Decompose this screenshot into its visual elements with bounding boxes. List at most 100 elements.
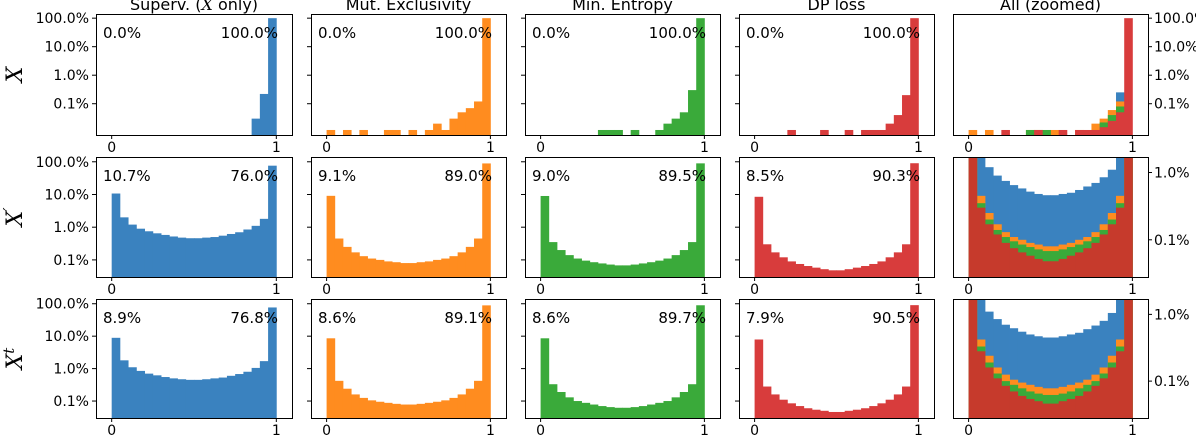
hist-r1-c1-bin-3 <box>351 252 360 277</box>
hist-r2-c0-bin-2 <box>128 367 137 418</box>
hist-r2-c2-bin-16 <box>671 397 681 418</box>
column-title-0: Superv. (X only) <box>130 0 258 14</box>
hist-r1-c3-bin-4 <box>787 261 796 277</box>
xtick-label-r0-c4-1: 1 <box>1128 140 1137 156</box>
xtick-label-r1-c0-0: 0 <box>107 282 116 298</box>
zoom-r2-blue-bin-14 <box>1083 329 1092 418</box>
hist-r2-c1-bin-4 <box>359 397 368 418</box>
zoom-r1-red-bin-11 <box>1058 258 1068 277</box>
hist-r1-c0-bin-17 <box>251 225 261 277</box>
zoom-r2-red-bin-15 <box>1091 385 1101 418</box>
hist-r1-c1-bin-14 <box>441 258 450 277</box>
hist-r2-c0-bin-6 <box>161 377 170 418</box>
hist-r1-c0-bin-13 <box>218 235 228 277</box>
hist-r1-c0-bin-11 <box>202 237 211 277</box>
xtick-label-r1-c4-1: 1 <box>1128 282 1137 298</box>
hist-r1-c3-bin-18 <box>902 244 911 277</box>
hist-r0-c3-bin-14 <box>869 129 878 135</box>
zoom-r0-red-bin-11 <box>1058 129 1068 135</box>
ytick-label-r1-2: 1.0% <box>53 220 89 236</box>
annotation-left-r1-c0: 10.7% <box>103 167 151 185</box>
xtick-label-r1-c4-0: 0 <box>964 282 973 298</box>
hist-r2-c0-bin-8 <box>177 379 187 418</box>
hist-r0-c2-bin-7 <box>597 129 607 135</box>
axes-frame-r2-c3 <box>739 299 935 419</box>
hist-r1-c2-bin-0 <box>540 195 550 277</box>
hist-r2-c3-bin-7 <box>811 409 821 418</box>
zoom-r1-red-bin-3 <box>993 234 1002 277</box>
hist-r1-c1-bin-13 <box>433 259 442 277</box>
zoom-r1-blue-bin-10 <box>1050 195 1060 277</box>
hist-r2-c3-bin-6 <box>803 408 813 418</box>
hist-r0-c2-bin-16 <box>671 118 681 135</box>
hist-r0-c3-bin-11 <box>844 129 854 135</box>
annotation-left-r2-c0: 8.9% <box>103 309 141 327</box>
zoom-ytick-label-r0-3: 0.1% <box>1154 97 1190 113</box>
zoom-r2-red-bin-2 <box>984 367 994 418</box>
annotation-left-r2-c3: 7.9% <box>746 309 784 327</box>
zoom-r1-red-bin-4 <box>1001 242 1010 277</box>
hist-r1-c3-bin-17 <box>893 252 903 277</box>
hist-r2-c1-bin-7 <box>383 402 393 418</box>
hist-r1-c2-bin-1 <box>548 242 558 277</box>
hist-r1-c2-bin-7 <box>597 263 607 277</box>
annotation-left-r1-c3: 8.5% <box>746 167 784 185</box>
xtick-label-r1-c1-1: 1 <box>486 282 495 298</box>
hist-r2-c2-bin-17 <box>679 392 689 418</box>
axes-frame-r0-c0 <box>96 14 293 136</box>
hist-r2-c0-bin-19 <box>268 307 277 418</box>
hist-r2-c1-bin-11 <box>416 403 426 418</box>
hist-r1-c2-bin-15 <box>663 258 673 277</box>
hist-r2-c0-bin-15 <box>235 374 244 418</box>
zoom-r2-red-bin-0 <box>968 299 978 418</box>
hist-r0-c2-bin-14 <box>655 129 664 135</box>
hist-r1-c3-bin-11 <box>844 269 854 277</box>
hist-r2-c2-bin-18 <box>688 384 697 418</box>
hist-r2-c1-bin-8 <box>392 403 401 418</box>
ytick-label-r1-1: 10.0% <box>45 187 89 203</box>
zoom-r1-blue-bin-12 <box>1066 192 1076 277</box>
hist-r2-c2-bin-1 <box>548 384 558 418</box>
hist-r0-c3-bin-17 <box>893 115 903 135</box>
hist-r1-c0-bin-6 <box>161 234 170 277</box>
zoom-r2-red-bin-1 <box>976 351 986 418</box>
hist-r0-c2-bin-9 <box>614 129 623 135</box>
zoom-r2-blue-bin-9 <box>1042 337 1051 418</box>
row-label-1: X′ <box>0 207 28 229</box>
zoom-r1-blue-bin-4 <box>1001 180 1010 277</box>
zoom-r1-red-bin-18 <box>1116 207 1125 277</box>
zoom-ytick-label-r0-2: 1.0% <box>1154 68 1190 84</box>
hist-r2-c3-bin-12 <box>852 409 862 418</box>
hist-r0-c1-bin-18 <box>474 101 483 135</box>
xtick-label-r2-c3-0: 0 <box>750 423 759 435</box>
zoom-r1-blue-bin-14 <box>1083 186 1092 277</box>
xtick-label-r1-c0-1: 1 <box>272 282 281 298</box>
zoom-r2-blue-bin-11 <box>1058 336 1068 418</box>
hist-r0-c3-bin-4 <box>787 129 796 135</box>
hist-r1-c3-bin-8 <box>820 269 829 277</box>
zoom-r2-red-bin-14 <box>1083 391 1092 418</box>
ytick-label-r0-1: 10.0% <box>45 40 89 56</box>
hist-r2-c2-bin-14 <box>655 402 664 418</box>
hist-r2-c1-bin-5 <box>367 400 377 418</box>
zoom-ytick-label-r1-1: 0.1% <box>1154 233 1190 249</box>
hist-r2-c3-bin-11 <box>844 410 854 418</box>
hist-r1-c1-bin-8 <box>392 262 401 277</box>
hist-r2-c1-bin-19 <box>482 305 491 418</box>
hist-r1-c0-bin-12 <box>210 237 220 277</box>
column-title-2: Min. Entropy <box>572 0 673 14</box>
hist-r1-c1-bin-17 <box>465 246 475 277</box>
hist-r2-c0-bin-18 <box>259 361 269 418</box>
hist-r2-c3-bin-13 <box>861 408 870 418</box>
xtick-label-r2-c4-1: 1 <box>1128 423 1137 435</box>
hist-r2-c0-bin-7 <box>169 378 178 418</box>
hist-r2-c1-bin-12 <box>424 402 434 418</box>
annotation-left-r0-c3: 0.0% <box>746 24 784 42</box>
hist-r1-c3-bin-3 <box>779 257 788 277</box>
xtick-label-r0-c2-0: 0 <box>536 140 545 156</box>
annotation-right-r0-c2: 100.0% <box>649 24 706 42</box>
zoom-r1-red-bin-14 <box>1083 248 1092 277</box>
xtick-label-r1-c2-0: 0 <box>536 282 545 298</box>
hist-r1-c3-bin-9 <box>828 270 837 277</box>
